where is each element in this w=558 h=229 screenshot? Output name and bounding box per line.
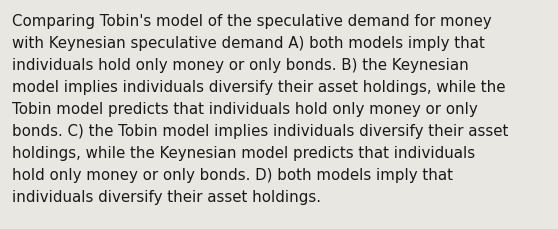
Text: bonds. C) the Tobin model implies individuals diversify their asset: bonds. C) the Tobin model implies indivi…: [12, 123, 508, 138]
Text: holdings, while the Keynesian model predicts that individuals: holdings, while the Keynesian model pred…: [12, 145, 475, 160]
Text: with Keynesian speculative demand A) both models imply that: with Keynesian speculative demand A) bot…: [12, 36, 485, 51]
Text: Comparing Tobin's model of the speculative demand for money: Comparing Tobin's model of the speculati…: [12, 14, 492, 29]
Text: hold only money or only bonds. D) both models imply that: hold only money or only bonds. D) both m…: [12, 167, 453, 182]
Text: Tobin model predicts that individuals hold only money or only: Tobin model predicts that individuals ho…: [12, 101, 478, 117]
Text: individuals hold only money or only bonds. B) the Keynesian: individuals hold only money or only bond…: [12, 58, 469, 73]
Text: model implies individuals diversify their asset holdings, while the: model implies individuals diversify thei…: [12, 80, 506, 95]
Text: individuals diversify their asset holdings.: individuals diversify their asset holdin…: [12, 189, 321, 204]
